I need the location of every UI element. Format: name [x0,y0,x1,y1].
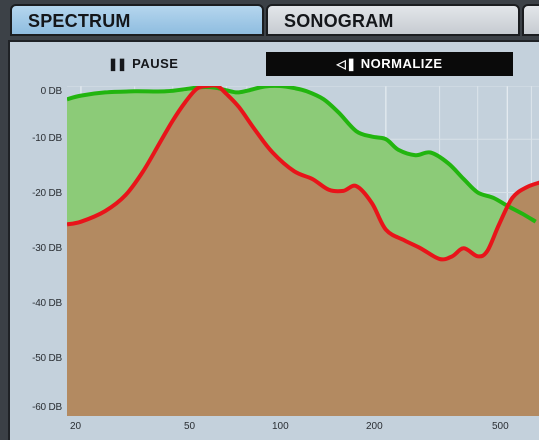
tab-spectrum[interactable]: SPECTRUM [10,4,264,36]
x-tick-label: 500 [492,421,509,432]
x-tick-label: 200 [366,421,383,432]
y-tick-label: -20 DB [32,188,62,199]
spectrum-panel: ❚❚ PAUSE ◁❚ NORMALIZE 0 DB -10 DB -20 DB -… [8,40,539,440]
x-tick-label: 20 [70,421,82,432]
spectrum-plot [67,86,539,416]
y-tick-label: 0 DB [40,86,63,97]
normalize-label: NORMALIZE [360,56,443,71]
y-tick-label: -10 DB [32,133,62,144]
y-tick-label: -60 DB [32,402,62,413]
tab-sonogram[interactable]: SONOGRAM [266,4,520,36]
red-series-line [67,86,539,262]
green-series-line [67,86,537,224]
control-bar: ❚❚ PAUSE ◁❚ NORMALIZE [10,42,539,84]
normalize-icon: ◁❚ [336,57,357,71]
y-tick-label: -50 DB [32,353,62,364]
x-tick-label: 50 [184,421,196,432]
pause-icon: ❚❚ [108,57,127,71]
normalize-button[interactable]: ◁❚ NORMALIZE [266,52,513,76]
y-tick-label: -40 DB [32,298,62,309]
tab-bar: SPECTRUM SONOGRAM [0,0,539,40]
pause-button[interactable]: ❚❚ PAUSE [108,56,178,71]
pause-label: PAUSE [132,56,179,71]
y-tick-label: -30 DB [32,243,62,254]
tab-overflow[interactable] [522,4,539,36]
x-tick-label: 100 [272,421,289,432]
red-series-area [67,86,539,416]
